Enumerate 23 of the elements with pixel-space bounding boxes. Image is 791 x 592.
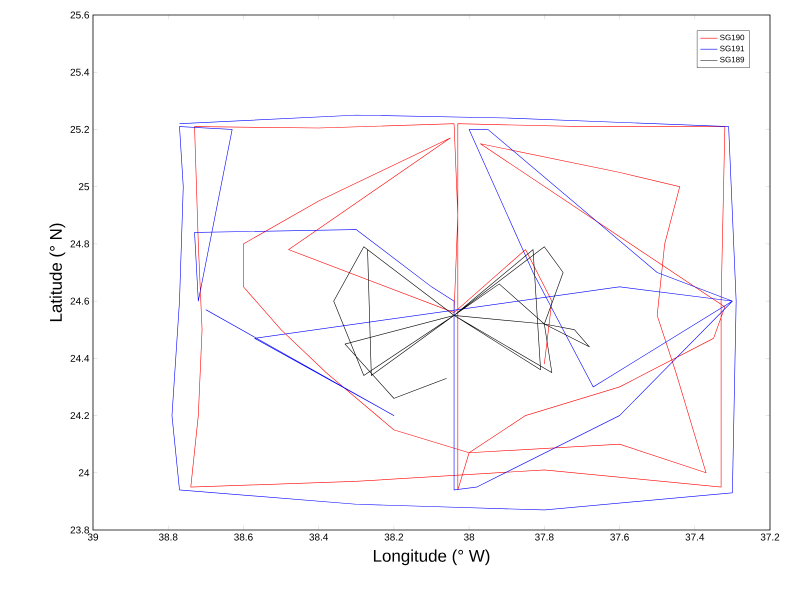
x-tick-label: 37.6 bbox=[610, 534, 629, 541]
x-tick-label: 38.4 bbox=[309, 534, 328, 541]
y-tick-label: 23.8 bbox=[70, 526, 90, 534]
y-tick-label: 24.6 bbox=[70, 298, 90, 305]
y-tick-label: 25.2 bbox=[70, 126, 89, 133]
y-tick-label: 25 bbox=[78, 183, 90, 190]
x-tick-label: 37.2 bbox=[760, 534, 780, 541]
line-series bbox=[333, 246, 590, 399]
x-axis-title: Longitude (° W) bbox=[374, 549, 490, 566]
x-tick-label: 38 bbox=[464, 534, 474, 541]
y-axis-title: Latitude (° N) bbox=[49, 224, 66, 322]
y-tick-label: 24.8 bbox=[70, 240, 90, 248]
y-tick-label: 24.2 bbox=[70, 412, 89, 420]
x-tick-label: 37.4 bbox=[685, 534, 704, 541]
x-tick-label: 37.8 bbox=[535, 534, 554, 541]
y-tick-label: 24 bbox=[78, 469, 90, 476]
x-tick-label: 38.2 bbox=[384, 534, 404, 541]
y-tick-label: 24.4 bbox=[70, 354, 90, 362]
y-tick-label: 25.4 bbox=[70, 68, 90, 76]
y-tick-label: 25.6 bbox=[70, 11, 90, 19]
x-tick-label: 38.6 bbox=[234, 534, 253, 541]
x-tick-label: 39 bbox=[88, 534, 98, 541]
x-tick-label: 38.8 bbox=[158, 534, 178, 541]
